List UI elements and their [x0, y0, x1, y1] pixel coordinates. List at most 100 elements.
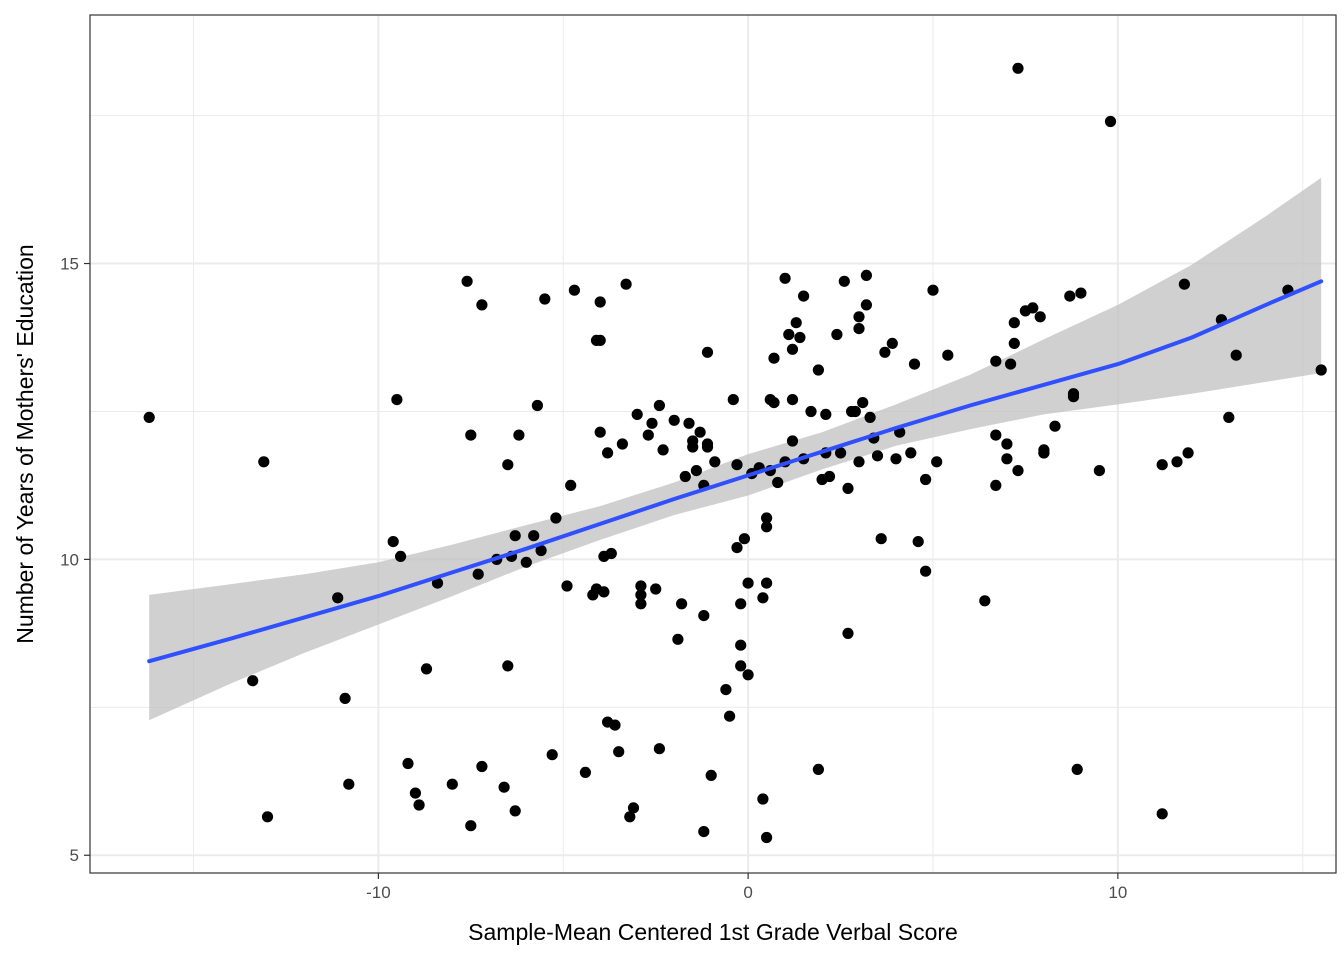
- scatter-point: [990, 429, 1002, 441]
- scatter-point: [476, 760, 488, 773]
- y-axis: 5 10 15: [60, 255, 90, 865]
- scatter-point: [779, 272, 791, 284]
- scatter-point: [1315, 364, 1327, 376]
- scatter-point: [871, 450, 884, 462]
- scatter-point: [261, 811, 274, 823]
- scatter-point: [520, 556, 532, 568]
- scatter-point: [616, 438, 629, 450]
- scatter-point: [709, 456, 721, 468]
- scatter-point: [849, 405, 861, 418]
- x-tick-label: -10: [366, 883, 391, 902]
- scatter-point: [698, 826, 710, 838]
- scatter-point: [990, 479, 1002, 491]
- scatter-point: [332, 592, 344, 604]
- scatter-point: [624, 811, 636, 823]
- scatter-point: [757, 793, 769, 805]
- scatter-point: [653, 743, 666, 755]
- scatter-point: [860, 269, 873, 281]
- scatter-point: [609, 719, 621, 731]
- scatter-point: [683, 417, 695, 429]
- scatter-point: [761, 831, 773, 844]
- scatter-point: [679, 470, 691, 483]
- scatter-point: [413, 799, 425, 811]
- scatter-point: [761, 521, 773, 533]
- scatter-point: [687, 441, 699, 453]
- scatter-point: [920, 473, 932, 486]
- scatter-point: [920, 565, 932, 577]
- scatter-point: [642, 429, 654, 441]
- panel-border: [89, 14, 1337, 874]
- scatter-point: [531, 399, 544, 412]
- scatter-point: [476, 299, 488, 311]
- scatter-point: [890, 453, 902, 465]
- scatter-point: [860, 299, 873, 311]
- scatter-point: [509, 530, 521, 542]
- scatter-point: [853, 323, 865, 335]
- scatter-point: [1171, 456, 1183, 468]
- x-tick-label: 10: [1108, 883, 1127, 902]
- scatter-point: [627, 802, 640, 814]
- scatter-point: [1005, 358, 1017, 370]
- scatter-point: [509, 805, 521, 817]
- scatter-point: [742, 669, 754, 681]
- scatter-point: [605, 547, 617, 560]
- scatter-point: [927, 284, 939, 296]
- scatter-point: [853, 311, 865, 323]
- scatter-point: [1182, 447, 1194, 459]
- scatter-point: [735, 660, 747, 672]
- scatter-point: [1038, 444, 1050, 456]
- scatter-point: [1001, 438, 1013, 450]
- scatter-point: [409, 787, 421, 799]
- scatter-point: [635, 598, 647, 610]
- scatter-point: [446, 778, 458, 790]
- scatter-point: [339, 692, 351, 705]
- scatter-point: [247, 675, 259, 687]
- scatter-point: [1034, 311, 1046, 323]
- scatter-point: [465, 429, 477, 441]
- scatter-point: [502, 660, 514, 672]
- scatter-point: [620, 278, 632, 290]
- scatter-point: [391, 394, 403, 406]
- scatter-point: [565, 479, 577, 491]
- scatter-point: [1075, 287, 1087, 299]
- scatter-point: [561, 580, 573, 592]
- scatter-point: [768, 397, 780, 409]
- scatter-point: [579, 766, 592, 779]
- scatter-point: [761, 512, 773, 524]
- scatter-point: [742, 577, 754, 589]
- scatter-point: [513, 429, 525, 441]
- scatter-point: [594, 426, 606, 438]
- data-points: [143, 62, 1327, 844]
- scatter-point: [794, 331, 806, 344]
- trend-line-layer: [147, 279, 1324, 664]
- scatter-point: [690, 465, 703, 477]
- scatter-point: [979, 595, 991, 607]
- scatter-point: [635, 580, 647, 592]
- scatter-point: [1104, 115, 1117, 128]
- x-tick-label: 0: [743, 883, 752, 902]
- scatter-point: [698, 610, 710, 622]
- scatter-point: [539, 293, 551, 305]
- scatter-point: [731, 459, 743, 471]
- scatter-point: [831, 328, 843, 341]
- scatter-point: [395, 550, 407, 563]
- scatter-point: [535, 544, 547, 557]
- scatter-point: [668, 414, 680, 426]
- scatter-point: [735, 598, 747, 610]
- scatter-point: [842, 482, 854, 494]
- scatter-point: [1067, 391, 1080, 403]
- scatter-point: [768, 352, 780, 364]
- scatter-point: [672, 633, 684, 645]
- scatter-point: [786, 394, 799, 406]
- scatter-point: [823, 470, 836, 483]
- scatter-point: [602, 447, 614, 459]
- scatter-point: [875, 533, 887, 545]
- scatter-point: [1071, 763, 1083, 776]
- scatter-point: [931, 456, 943, 468]
- major-gridlines: [90, 15, 1336, 873]
- scatter-point: [653, 399, 666, 412]
- scatter-point: [864, 411, 876, 423]
- scatter-point: [701, 346, 714, 358]
- scatter-point: [258, 456, 270, 468]
